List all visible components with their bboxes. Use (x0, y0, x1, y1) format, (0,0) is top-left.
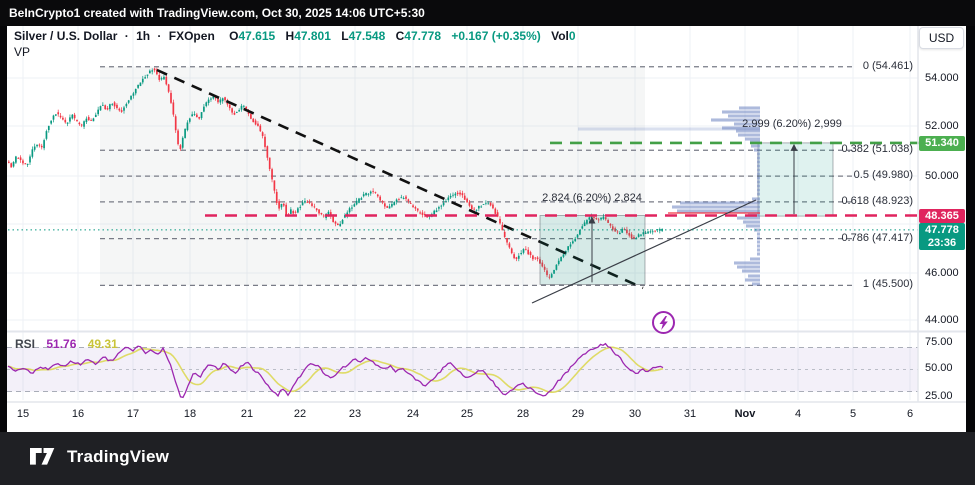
rsi-tick-label: 25.00 (925, 390, 953, 402)
date-tick-label: 24 (406, 408, 420, 420)
symbol-interval: 1h (136, 29, 151, 43)
date-tick-label: 30 (628, 408, 642, 420)
attribution-bar: BeInCrypto1 created with TradingView.com… (0, 0, 975, 26)
currency-toggle-button[interactable]: USD (919, 27, 964, 49)
date-tick-label: 16 (71, 408, 85, 420)
high-value: 47.801 (294, 29, 331, 43)
close-label: C (395, 29, 405, 43)
symbol-title: Silver / U.S. Dollar (14, 29, 118, 43)
currency-label: USD (928, 31, 955, 45)
attribution-text: BeInCrypto1 created with TradingView.com… (9, 6, 425, 20)
price-tick-label: 50.000 (925, 170, 959, 182)
measure-label-upper: 2.999 (6.20%) 2,999 (742, 118, 842, 130)
measure-label-lower: 2.824 (6.20%) 2,824 (542, 192, 642, 204)
quick-action-button[interactable] (652, 311, 675, 334)
price-tick-label: 44.000 (925, 314, 959, 326)
red-level-price-badge: 48.365 (919, 209, 965, 223)
price-tick-label: 52.000 (925, 120, 959, 132)
current-price-value: 47.778 (925, 224, 959, 236)
rsi-tick-label: 75.00 (925, 336, 953, 348)
date-tick-label: 23 (348, 408, 362, 420)
current-price-badge: 47.778 23:36 (919, 223, 965, 250)
fib-level-label: 0.5 (49.980) (853, 169, 913, 182)
date-tick-label: Nov (734, 408, 756, 420)
rsi-tick-label: 50.00 (925, 362, 953, 374)
green-level-price-badge: 51.340 (919, 136, 965, 151)
lightning-icon (659, 316, 668, 330)
symbol-exchange: FXOpen (168, 29, 215, 43)
price-tick-label: 46.000 (925, 267, 959, 279)
date-tick-label: 22 (293, 408, 307, 420)
change-value: +0.167 (+0.35%) (451, 29, 541, 43)
low-label: L (341, 29, 349, 43)
date-tick-label: 17 (126, 408, 140, 420)
footer-bar: TradingView (0, 432, 975, 485)
date-tick-label: 4 (794, 408, 802, 420)
footer-brand-text: TradingView (67, 447, 170, 466)
fib-level-label: 0.786 (47.417) (841, 231, 913, 244)
date-tick-label: 5 (849, 408, 857, 420)
legend-separator: · (157, 29, 162, 43)
date-tick-label: 18 (183, 408, 197, 420)
rsi-legend[interactable]: RSI 51.76 49.31 (15, 337, 118, 351)
date-tick-label: 21 (240, 408, 254, 420)
time-axis[interactable] (7, 402, 966, 432)
date-tick-label: 31 (683, 408, 697, 420)
date-tick-label: 6 (906, 408, 914, 420)
price-tick-label: 54.000 (925, 72, 959, 84)
rsi-label: RSI (15, 337, 36, 351)
date-tick-label: 28 (516, 408, 530, 420)
fib-level-label: 0.382 (51.038) (841, 143, 913, 156)
low-value: 47.548 (348, 29, 386, 43)
vp-label: VP (14, 45, 31, 59)
rsi-ma-value: 49.31 (87, 337, 118, 351)
volume-label: Vol (551, 29, 569, 43)
date-tick-label: 15 (16, 408, 30, 420)
fib-level-label: 0.618 (48.923) (841, 194, 913, 207)
fib-level-label: 0 (54.461) (862, 59, 913, 72)
symbol-legend[interactable]: Silver / U.S. Dollar · 1h · FXOpen O47.6… (14, 29, 576, 43)
legend-separator: · (124, 29, 129, 43)
close-value: 47.778 (404, 29, 441, 43)
high-label: H (285, 29, 295, 43)
rsi-value: 51.76 (46, 337, 77, 351)
volume-value: 0 (568, 29, 576, 43)
fib-level-label: 1 (45.500) (862, 278, 913, 291)
open-value: 47.615 (238, 29, 276, 43)
bar-countdown: 23:36 (927, 237, 957, 249)
date-tick-label: 29 (571, 408, 585, 420)
tradingview-logo (30, 447, 55, 465)
open-label: O (229, 29, 239, 43)
date-tick-label: 25 (460, 408, 474, 420)
vp-indicator-legend[interactable]: VP (14, 45, 30, 59)
